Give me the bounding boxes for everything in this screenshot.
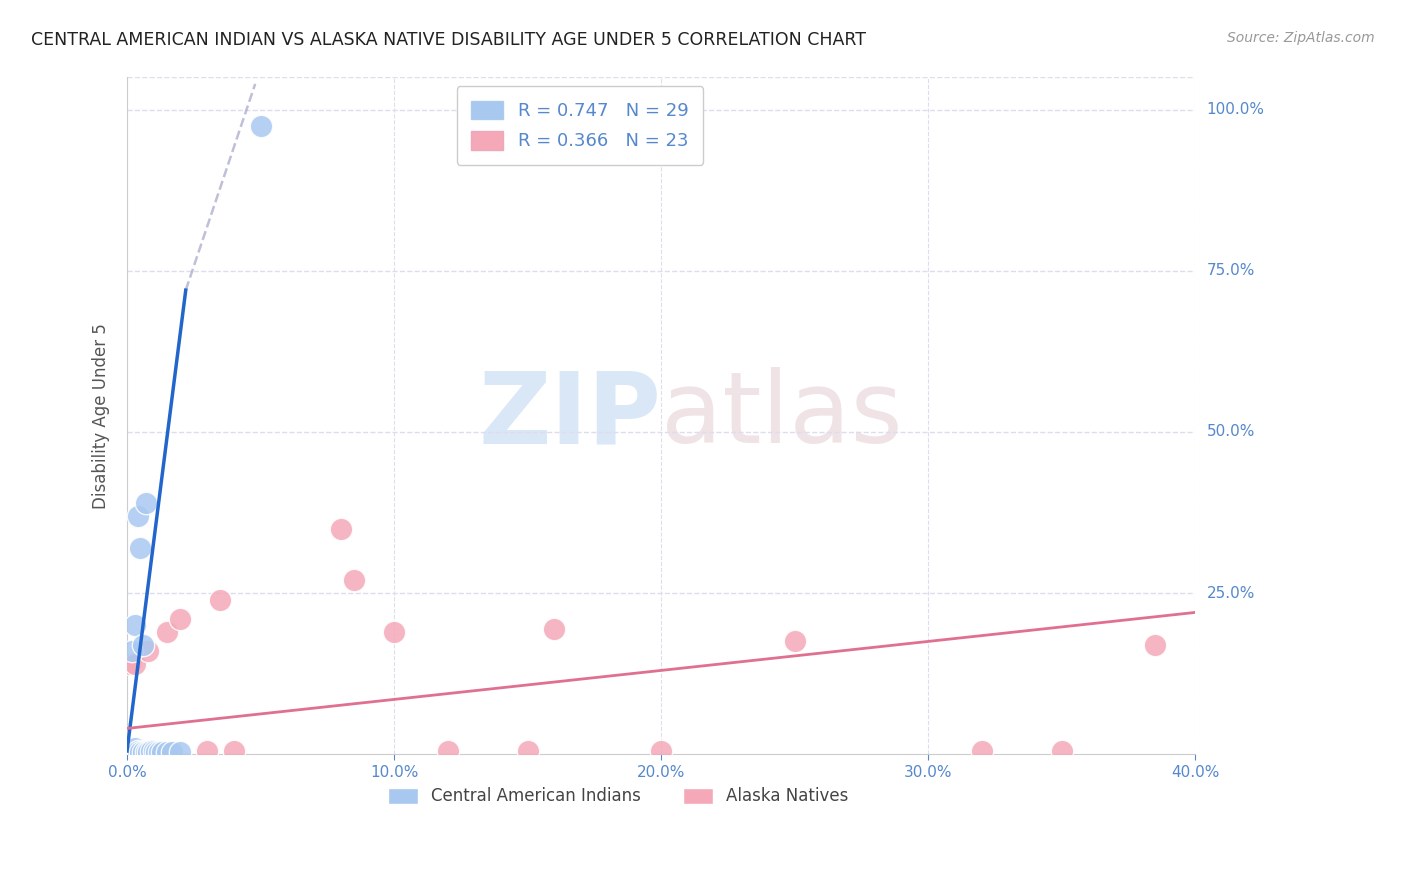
Point <box>142 744 165 758</box>
Point <box>650 744 672 758</box>
Point <box>222 744 245 758</box>
Text: 100.0%: 100.0% <box>1206 103 1264 117</box>
Point <box>543 622 565 636</box>
Point <box>121 744 143 758</box>
Point <box>249 119 271 133</box>
Point <box>127 508 149 523</box>
Point <box>121 744 143 758</box>
Point <box>132 638 155 652</box>
Point <box>783 634 806 648</box>
Point <box>138 644 160 658</box>
Point <box>343 573 366 587</box>
Point <box>135 745 157 759</box>
Point <box>169 745 191 759</box>
Point <box>121 644 143 658</box>
Point <box>156 624 179 639</box>
Point <box>195 744 218 758</box>
Point <box>150 745 173 759</box>
Point <box>129 745 152 759</box>
Point <box>1050 744 1073 758</box>
Point <box>382 624 405 639</box>
Point <box>132 745 155 759</box>
Point <box>129 744 152 758</box>
Text: 25.0%: 25.0% <box>1206 585 1254 600</box>
Point <box>142 744 165 758</box>
Point <box>121 745 143 759</box>
Point <box>970 744 993 758</box>
Point <box>118 744 141 758</box>
Text: CENTRAL AMERICAN INDIAN VS ALASKA NATIVE DISABILITY AGE UNDER 5 CORRELATION CHAR: CENTRAL AMERICAN INDIAN VS ALASKA NATIVE… <box>31 31 866 49</box>
Point <box>129 541 152 555</box>
Point <box>162 745 184 759</box>
Text: atlas: atlas <box>661 368 903 465</box>
Point <box>124 745 146 759</box>
Point <box>148 745 170 759</box>
Point <box>138 745 160 759</box>
Text: Source: ZipAtlas.com: Source: ZipAtlas.com <box>1227 31 1375 45</box>
Text: ZIP: ZIP <box>478 368 661 465</box>
Point <box>209 592 232 607</box>
Point <box>156 745 179 759</box>
Point <box>139 744 162 758</box>
Point <box>169 612 191 626</box>
Point <box>118 657 141 671</box>
Point <box>124 744 146 758</box>
Point <box>127 744 149 758</box>
Point <box>135 496 157 510</box>
Point <box>127 745 149 759</box>
Point <box>118 745 141 759</box>
Point <box>516 744 538 758</box>
Point <box>436 744 458 758</box>
Y-axis label: Disability Age Under 5: Disability Age Under 5 <box>93 323 110 508</box>
Point <box>118 742 141 756</box>
Point <box>145 745 167 759</box>
Text: 50.0%: 50.0% <box>1206 425 1254 440</box>
Point <box>329 522 352 536</box>
Point <box>124 740 146 755</box>
Point <box>1144 638 1167 652</box>
Point <box>124 657 146 671</box>
Point <box>124 618 146 632</box>
Text: 75.0%: 75.0% <box>1206 263 1254 278</box>
Legend: Central American Indians, Alaska Natives: Central American Indians, Alaska Natives <box>380 779 858 814</box>
Point <box>127 744 149 758</box>
